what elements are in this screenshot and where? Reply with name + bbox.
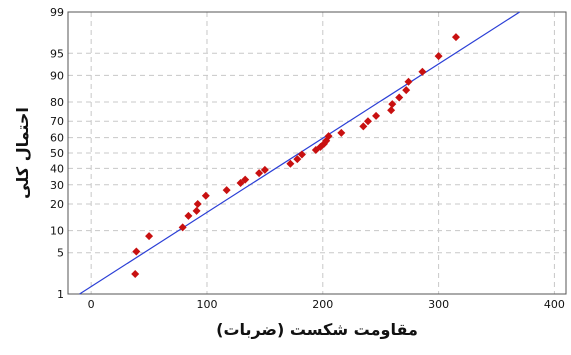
data-point — [178, 223, 187, 232]
data-point — [193, 200, 202, 209]
data-point — [255, 169, 264, 178]
x-tick-label: 300 — [428, 298, 449, 311]
y-axis-title: احتمال کلی — [13, 107, 32, 199]
data-point — [395, 93, 404, 102]
data-point — [241, 175, 250, 184]
data-point — [418, 67, 427, 76]
y-tick-label: 40 — [50, 162, 64, 175]
y-tick-label: 99 — [50, 6, 64, 19]
data-point — [131, 269, 140, 278]
y-tick-label: 20 — [50, 198, 64, 211]
y-tick-label: 80 — [50, 96, 64, 109]
data-point — [293, 155, 302, 164]
x-tick-labels: 0 100 200 300 400 — [88, 298, 565, 311]
data-point — [387, 106, 396, 115]
x-tick-label: 0 — [88, 298, 95, 311]
data-point — [145, 232, 154, 241]
x-axis-title: مقاومت شکست (ضربات) — [216, 320, 418, 339]
y-tick-label: 30 — [50, 179, 64, 192]
data-point — [192, 206, 201, 215]
data-point — [434, 52, 443, 61]
y-tick-label: 1 — [57, 288, 64, 301]
data-point — [132, 247, 141, 256]
data-point — [236, 179, 245, 188]
data-point — [363, 117, 372, 126]
data-point — [222, 186, 231, 195]
data-point — [402, 86, 411, 95]
points-layer — [131, 33, 460, 278]
y-tick-label: 95 — [50, 47, 64, 60]
grid-layer — [68, 11, 566, 295]
data-point — [286, 159, 295, 168]
data-point — [337, 128, 346, 137]
data-point — [388, 100, 397, 109]
data-point — [324, 132, 333, 141]
y-tick-labels: 1 5 10 20 30 40 50 60 70 80 90 95 99 — [50, 6, 64, 301]
x-tick-label: 200 — [312, 298, 333, 311]
plot-frame — [67, 11, 567, 295]
x-tick-label: 400 — [544, 298, 565, 311]
data-point — [201, 191, 210, 200]
data-point — [372, 111, 381, 120]
y-tick-label: 50 — [50, 147, 64, 160]
data-point — [260, 165, 269, 174]
data-point — [184, 211, 193, 220]
x-tick-label: 100 — [196, 298, 217, 311]
data-point — [451, 33, 460, 42]
y-tick-label: 10 — [50, 225, 64, 238]
y-tick-label: 60 — [50, 132, 64, 145]
y-tick-label: 70 — [50, 115, 64, 128]
data-point — [359, 122, 368, 131]
y-tick-label: 90 — [50, 69, 64, 82]
data-point — [404, 77, 413, 86]
data-point — [297, 150, 306, 159]
y-tick-label: 5 — [57, 247, 64, 260]
